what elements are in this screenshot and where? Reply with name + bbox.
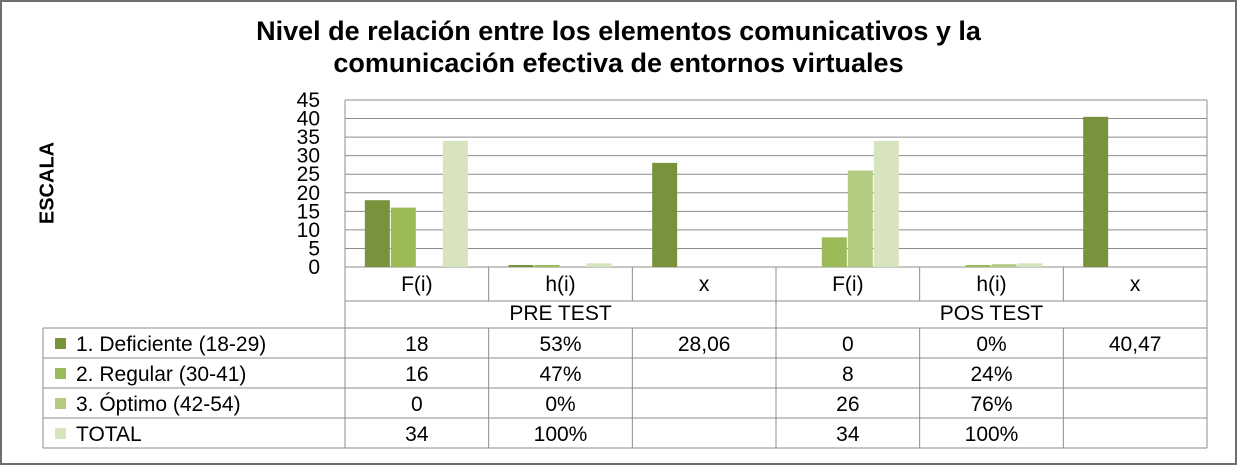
bar	[534, 265, 560, 267]
data-label: 40,47	[1109, 333, 1162, 356]
y-tick-label: 15	[297, 200, 320, 223]
legend-key	[55, 338, 66, 349]
x-tick-label: x	[699, 273, 710, 296]
legend-label: TOTAL	[76, 423, 142, 446]
bar	[364, 200, 390, 267]
data-label: 26	[836, 393, 859, 416]
bar	[586, 263, 612, 267]
y-tick-label: 5	[308, 237, 320, 260]
x-tick-label: x	[1130, 273, 1141, 296]
bar	[873, 140, 899, 267]
chart-title-line-2: comunicación efectiva de entornos virtua…	[333, 48, 904, 78]
bar	[1017, 263, 1043, 267]
data-label: 34	[405, 423, 429, 446]
y-tick-label: 45	[297, 89, 320, 112]
y-tick-label: 35	[297, 126, 320, 149]
data-label: 53%	[539, 333, 581, 356]
bar	[1083, 116, 1109, 267]
data-label: 16	[405, 363, 428, 386]
data-label: 8	[842, 363, 854, 386]
x-tick-label: F(i)	[832, 273, 863, 296]
legend-key	[55, 368, 66, 379]
data-label: 24%	[970, 363, 1012, 386]
bar	[508, 265, 534, 267]
data-label: 18	[405, 333, 428, 356]
legend-label: 2. Regular (30-41)	[76, 363, 246, 386]
bar	[965, 265, 991, 267]
legend-label: 1. Deficiente (18-29)	[76, 333, 266, 356]
group-label: POS TEST	[940, 302, 1044, 325]
bar	[847, 170, 873, 267]
legend-key	[55, 398, 66, 409]
y-tick-label: 20	[297, 182, 320, 205]
bar	[442, 140, 468, 267]
data-label: 34	[836, 423, 860, 446]
x-tick-label: F(i)	[401, 273, 432, 296]
group-label: PRE TEST	[509, 302, 611, 325]
y-tick-label: 40	[297, 108, 320, 131]
data-label: 28,06	[678, 333, 731, 356]
y-tick-label: 0	[308, 256, 320, 279]
bar	[991, 264, 1017, 267]
legend-label: 3. Óptimo (42-54)	[76, 393, 241, 416]
data-label: 0%	[545, 393, 575, 416]
legend-key	[55, 428, 66, 439]
bar	[390, 207, 416, 267]
y-tick-label: 25	[297, 163, 320, 186]
chart-title-line-1: Nivel de relación entre los elementos co…	[256, 16, 981, 46]
data-label: 0%	[976, 333, 1006, 356]
y-tick-label: 30	[297, 145, 320, 168]
data-label: 100%	[534, 423, 588, 446]
x-tick-label: h(i)	[976, 273, 1006, 296]
data-label: 76%	[970, 393, 1012, 416]
data-label: 47%	[539, 363, 581, 386]
x-tick-label: h(i)	[545, 273, 575, 296]
bar	[821, 237, 847, 267]
bar	[652, 162, 678, 267]
y-tick-label: 10	[297, 219, 320, 242]
data-label: 0	[842, 333, 854, 356]
data-label: 100%	[965, 423, 1019, 446]
data-label: 0	[411, 393, 423, 416]
